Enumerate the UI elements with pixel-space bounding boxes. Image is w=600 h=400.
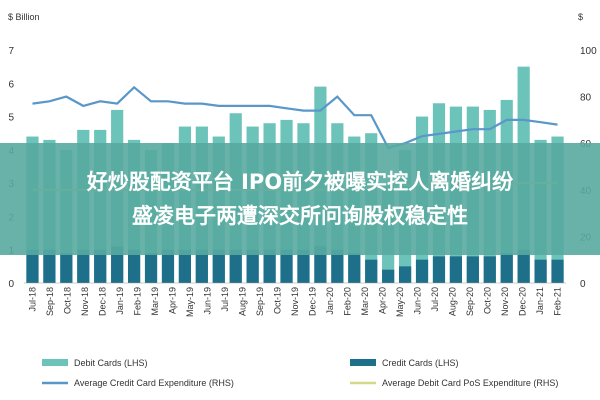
x-tick-label: Jan-21 bbox=[535, 287, 545, 315]
legend-swatch bbox=[42, 359, 68, 366]
credit-bar bbox=[449, 256, 463, 283]
x-tick-label: Sep-18 bbox=[45, 287, 55, 316]
credit-bar bbox=[466, 256, 479, 283]
credit-bar bbox=[551, 259, 564, 283]
legend-label: Average Credit Card Expenditure (RHS) bbox=[74, 378, 234, 388]
x-tick-label: Oct-18 bbox=[63, 287, 73, 314]
x-tick-label: Sep-20 bbox=[465, 287, 475, 316]
headline-line-2[interactable]: 盛凌电子两遭深交所问询股权稳定性 bbox=[132, 204, 468, 228]
credit-bar bbox=[60, 253, 73, 283]
credit-bar bbox=[43, 249, 56, 283]
x-tick-label: Jan-19 bbox=[115, 287, 125, 315]
x-tick-label: Nov-19 bbox=[290, 287, 300, 316]
left-tick-label: 7 bbox=[8, 46, 14, 57]
x-tick-label: Oct-20 bbox=[482, 287, 492, 314]
credit-bar bbox=[517, 249, 530, 283]
x-tick-label: Jun-19 bbox=[203, 287, 213, 315]
x-tick-label: Oct-19 bbox=[273, 287, 283, 314]
credit-bar bbox=[398, 266, 412, 283]
legend-label: Credit Cards (LHS) bbox=[382, 358, 459, 368]
credit-bar bbox=[77, 249, 90, 283]
credit-bar bbox=[280, 249, 293, 283]
legend-swatch bbox=[350, 359, 376, 366]
x-tick-label: May-19 bbox=[185, 287, 195, 317]
credit-bar bbox=[263, 249, 276, 283]
right-tick-label: 80 bbox=[580, 93, 592, 104]
x-tick-label: Nov-20 bbox=[500, 287, 510, 316]
x-tick-label: Aug-19 bbox=[238, 287, 248, 316]
left-tick-label: 0 bbox=[8, 279, 14, 290]
credit-bar bbox=[111, 246, 124, 283]
credit-bar bbox=[415, 259, 429, 283]
credit-bar bbox=[26, 249, 39, 283]
credit-bar bbox=[297, 249, 310, 283]
x-tick-label: Jul-18 bbox=[28, 287, 38, 312]
headline-banner[interactable]: 好炒股配资平台 IPO前夕被曝实控人离婚纠纷 盛凌电子两遭深交所问询股权稳定性 bbox=[0, 143, 600, 255]
x-tick-label: May-20 bbox=[395, 287, 405, 317]
x-tick-label: Dec-19 bbox=[308, 287, 318, 316]
credit-bar bbox=[178, 249, 192, 283]
right-tick-label: 0 bbox=[580, 279, 586, 290]
x-tick-label: Aug-20 bbox=[447, 287, 457, 316]
x-tick-label: Apr-20 bbox=[377, 287, 387, 314]
credit-bar bbox=[534, 259, 547, 283]
credit-bar bbox=[483, 256, 496, 283]
credit-bar bbox=[365, 259, 378, 283]
credit-bar bbox=[94, 249, 107, 283]
credit-bar bbox=[195, 249, 208, 283]
x-tick-label: Nov-18 bbox=[80, 287, 90, 316]
credit-bar bbox=[500, 253, 513, 283]
credit-bar bbox=[127, 249, 141, 283]
right-tick-label: 100 bbox=[580, 46, 597, 57]
credit-bar bbox=[348, 253, 361, 283]
left-tick-label: 5 bbox=[8, 113, 14, 124]
x-tick-label: Jul-19 bbox=[220, 287, 230, 312]
left-axis-unit: $ Billion bbox=[8, 12, 40, 22]
x-tick-label: Feb-20 bbox=[343, 287, 353, 316]
x-tick-label: Mar-20 bbox=[360, 287, 370, 316]
x-tick-label: Feb-19 bbox=[133, 287, 143, 316]
x-tick-label: Feb-21 bbox=[552, 287, 562, 316]
credit-bar bbox=[229, 249, 242, 283]
left-tick-label: 6 bbox=[8, 79, 14, 90]
x-tick-label: Jun-20 bbox=[412, 287, 422, 315]
credit-expenditure-line bbox=[32, 85, 558, 150]
x-tick-label: Mar-19 bbox=[150, 287, 160, 316]
x-tick-label: Sep-19 bbox=[255, 287, 265, 316]
credit-bar bbox=[212, 249, 225, 283]
right-axis-unit: $ bbox=[578, 12, 583, 22]
credit-bar bbox=[246, 249, 259, 283]
legend-label: Debit Cards (LHS) bbox=[74, 358, 148, 368]
credit-bar bbox=[382, 269, 395, 283]
x-tick-label: Dec-18 bbox=[98, 287, 108, 316]
credit-bar bbox=[314, 246, 327, 283]
legend-label: Average Debit Card PoS Expenditure (RHS) bbox=[382, 378, 558, 388]
credit-bar bbox=[144, 253, 158, 283]
x-tick-label: Jan-20 bbox=[325, 287, 335, 315]
credit-bar bbox=[331, 249, 344, 283]
x-tick-label: Jul-20 bbox=[430, 287, 440, 312]
headline-line-1[interactable]: 好炒股配资平台 IPO前夕被曝实控人离婚纠纷 bbox=[86, 170, 514, 194]
x-tick-label: Apr-19 bbox=[168, 287, 178, 314]
x-tick-label: Dec-20 bbox=[517, 287, 527, 316]
credit-bar bbox=[432, 256, 446, 283]
credit-bar bbox=[161, 249, 175, 283]
